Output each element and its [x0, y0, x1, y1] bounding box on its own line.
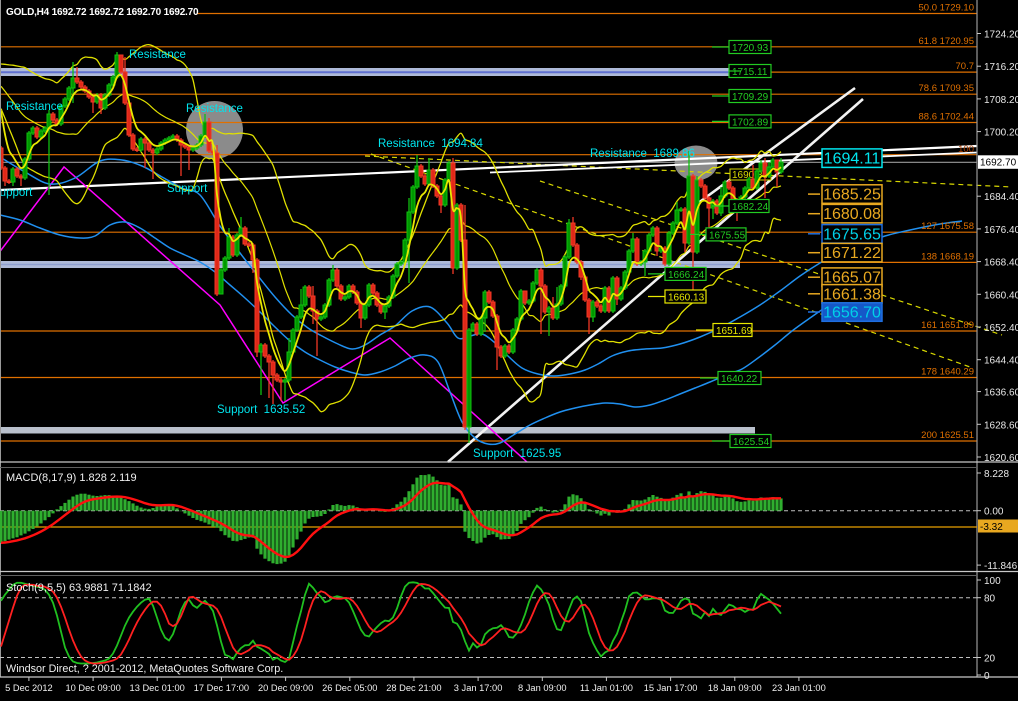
svg-text:Resistance 1694.84: Resistance 1694.84 — [378, 138, 483, 150]
svg-text:1680.08: 1680.08 — [823, 206, 881, 223]
svg-text:17 Dec 17:00: 17 Dec 17:00 — [194, 683, 249, 693]
svg-text:Resistance: Resistance — [186, 103, 243, 115]
svg-text:0.00: 0.00 — [984, 507, 1004, 518]
svg-text:Support: Support — [0, 187, 33, 199]
svg-text:MACD(8,17,9) 1.828 2.119: MACD(8,17,9) 1.828 2.119 — [6, 472, 137, 484]
svg-text:1675.65: 1675.65 — [823, 226, 881, 243]
svg-text:GOLD,H4 1692.72 1692.72 1692.: GOLD,H4 1692.72 1692.72 1692.70 1692.70 — [6, 7, 199, 18]
svg-text:1660.40: 1660.40 — [984, 290, 1018, 301]
svg-text:Stoch(9,5,5) 63.9881 71.1842: Stoch(9,5,5) 63.9881 71.1842 — [6, 582, 152, 594]
svg-text:Resistance: Resistance — [6, 101, 63, 113]
svg-text:-3.32: -3.32 — [980, 522, 1003, 533]
svg-text:1675.55: 1675.55 — [709, 230, 746, 241]
svg-text:1715.11: 1715.11 — [732, 67, 768, 78]
svg-text:1666.24: 1666.24 — [668, 270, 705, 281]
svg-text:11 Jan 01:00: 11 Jan 01:00 — [580, 683, 633, 693]
svg-text:100: 100 — [984, 576, 1001, 587]
svg-text:1652.40: 1652.40 — [984, 323, 1018, 334]
svg-text:1660.13: 1660.13 — [668, 293, 705, 304]
svg-text:13 Dec 01:00: 13 Dec 01:00 — [130, 683, 185, 693]
svg-text:1671.22: 1671.22 — [823, 245, 881, 262]
svg-text:127 1675.58: 127 1675.58 — [921, 221, 974, 232]
svg-text:1668.40: 1668.40 — [984, 258, 1018, 269]
svg-text:15 Jan 17:00: 15 Jan 17:00 — [644, 683, 698, 693]
svg-text:1684.40: 1684.40 — [984, 192, 1018, 203]
svg-text:200 1625.51: 200 1625.51 — [921, 430, 974, 441]
svg-text:78.6 1709.35: 78.6 1709.35 — [919, 83, 974, 94]
svg-text:1665.07: 1665.07 — [823, 270, 881, 287]
svg-text:1682.24: 1682.24 — [732, 202, 769, 213]
svg-text:0: 0 — [984, 671, 990, 682]
svg-text:20: 20 — [984, 654, 996, 665]
svg-text:1720.93: 1720.93 — [732, 43, 769, 54]
svg-text:3 Jan 17:00: 3 Jan 17:00 — [454, 683, 503, 693]
svg-text:1625.54: 1625.54 — [733, 437, 770, 448]
svg-text:70.7: 70.7 — [956, 61, 975, 72]
svg-text:1700.20: 1700.20 — [984, 128, 1018, 139]
svg-text:28 Dec 21:00: 28 Dec 21:00 — [386, 683, 441, 693]
svg-text:8 Jan 09:00: 8 Jan 09:00 — [518, 683, 567, 693]
svg-text:80: 80 — [984, 594, 996, 605]
svg-text:Windsor Direct, ? 2001-2012, M: Windsor Direct, ? 2001-2012, MetaQuotes … — [6, 663, 283, 675]
svg-text:1651.69: 1651.69 — [716, 326, 753, 337]
svg-text:Support 1635.52: Support 1635.52 — [217, 404, 305, 416]
svg-text:1676.40: 1676.40 — [984, 225, 1018, 236]
svg-text:5 Dec 2012: 5 Dec 2012 — [5, 683, 53, 693]
svg-text:138 1668.19: 138 1668.19 — [921, 251, 974, 262]
svg-text:20 Dec 09:00: 20 Dec 09:00 — [258, 683, 313, 693]
svg-text:26 Dec 05:00: 26 Dec 05:00 — [322, 683, 377, 693]
svg-text:Resistance 1689.86: Resistance 1689.86 — [590, 148, 695, 160]
svg-text:8.228: 8.228 — [984, 469, 1009, 480]
svg-text:1692.70: 1692.70 — [980, 158, 1017, 169]
svg-text:10 Dec 09:00: 10 Dec 09:00 — [65, 683, 120, 693]
svg-text:61.8 1720.95: 61.8 1720.95 — [919, 36, 974, 47]
svg-text:23 Jan 01:00: 23 Jan 01:00 — [772, 683, 826, 693]
svg-text:50.0 1729.10: 50.0 1729.10 — [919, 3, 974, 14]
svg-text:100: 100 — [958, 144, 974, 155]
svg-text:18 Jan 09:00: 18 Jan 09:00 — [708, 683, 762, 693]
svg-text:88.6 1702.44: 88.6 1702.44 — [919, 112, 974, 123]
svg-text:1640.22: 1640.22 — [721, 374, 758, 385]
svg-text:1636.60: 1636.60 — [984, 388, 1018, 399]
svg-text:1620.60: 1620.60 — [984, 453, 1018, 464]
svg-text:1656.70: 1656.70 — [823, 305, 881, 322]
svg-text:161 1651.89: 161 1651.89 — [921, 320, 974, 331]
svg-text:1694.11: 1694.11 — [824, 151, 881, 168]
svg-text:1644.40: 1644.40 — [984, 356, 1018, 367]
svg-text:1708.20: 1708.20 — [984, 95, 1018, 106]
svg-text:Support 1625.95: Support 1625.95 — [473, 448, 561, 460]
svg-text:Support: Support — [167, 183, 208, 195]
svg-text:1724.20: 1724.20 — [984, 30, 1018, 41]
svg-text:1628.60: 1628.60 — [984, 420, 1018, 431]
svg-text:1661.38: 1661.38 — [823, 286, 881, 303]
svg-text:1685.25: 1685.25 — [823, 187, 881, 204]
svg-text:1690.39: 1690.39 — [732, 170, 769, 181]
svg-text:-11.846: -11.846 — [984, 561, 1018, 572]
svg-text:178 1640.29: 178 1640.29 — [921, 367, 974, 378]
svg-text:1716.20: 1716.20 — [984, 62, 1018, 73]
svg-text:1709.29: 1709.29 — [732, 92, 769, 103]
svg-text:1702.89: 1702.89 — [732, 117, 769, 128]
svg-text:Resistance: Resistance — [129, 49, 186, 61]
